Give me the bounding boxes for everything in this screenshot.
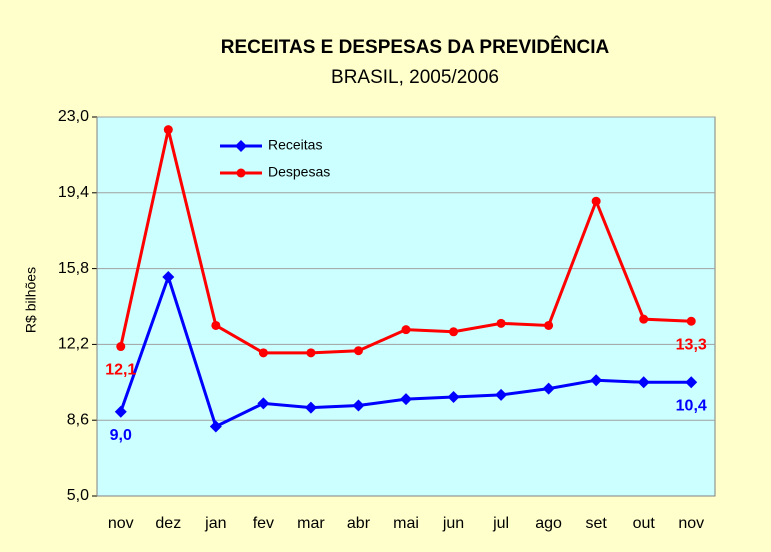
x-tick-label: set: [585, 515, 607, 532]
marker: [352, 399, 365, 412]
marker: [353, 346, 363, 356]
marker: [163, 125, 173, 135]
marker: [447, 391, 460, 404]
data-label: 13,3: [676, 336, 707, 353]
marker: [257, 397, 270, 410]
y-tick-label: 12,2: [58, 336, 89, 353]
legend-label: Receitas: [268, 137, 322, 153]
y-tick-label: 23,0: [58, 108, 89, 125]
x-tick-label: jul: [492, 515, 509, 532]
marker: [400, 393, 412, 406]
chart-title: RECEITAS E DESPESAS DA PREVIDÊNCIA: [221, 36, 610, 58]
data-label: 10,4: [676, 398, 707, 415]
marker: [544, 320, 554, 330]
marker: [116, 342, 126, 352]
data-label: 9,0: [110, 427, 132, 444]
y-tick-label: 5,0: [67, 487, 89, 504]
marker: [258, 348, 268, 358]
y-tick-label: 15,8: [58, 260, 89, 277]
legend-label: Despesas: [268, 164, 330, 180]
marker: [542, 382, 555, 395]
y-axis-label: R$ bilhões: [23, 267, 39, 333]
marker: [639, 314, 649, 324]
marker: [209, 420, 222, 433]
marker: [304, 401, 317, 414]
x-tick-label: jun: [442, 515, 464, 532]
x-tick-label: jan: [204, 515, 226, 532]
x-tick-label: abr: [347, 515, 371, 532]
chart-subtitle: BRASIL, 2005/2006: [331, 67, 499, 88]
y-tick-label: 8,6: [67, 411, 89, 428]
marker: [686, 316, 696, 326]
x-tick-label: nov: [108, 515, 134, 532]
marker: [236, 168, 246, 178]
marker: [211, 320, 221, 330]
marker: [114, 405, 127, 418]
marker: [496, 318, 506, 328]
plot-area: [96, 116, 716, 497]
marker: [685, 376, 698, 389]
x-tick-label: nov: [678, 515, 704, 532]
marker: [591, 196, 601, 206]
x-tick-label: mar: [297, 515, 325, 532]
marker: [235, 140, 247, 152]
marker: [637, 376, 650, 389]
marker: [449, 327, 459, 337]
marker: [590, 374, 603, 387]
x-tick-label: fev: [253, 515, 274, 532]
marker: [401, 325, 411, 335]
x-tick-label: ago: [535, 515, 562, 532]
y-tick-label: 19,4: [58, 184, 89, 201]
x-tick-label: mai: [393, 515, 419, 532]
marker: [162, 271, 175, 284]
marker: [306, 348, 316, 358]
x-tick-label: out: [633, 515, 656, 532]
data-label: 12,1: [105, 362, 136, 379]
marker: [495, 388, 508, 401]
x-tick-label: dez: [155, 515, 181, 532]
